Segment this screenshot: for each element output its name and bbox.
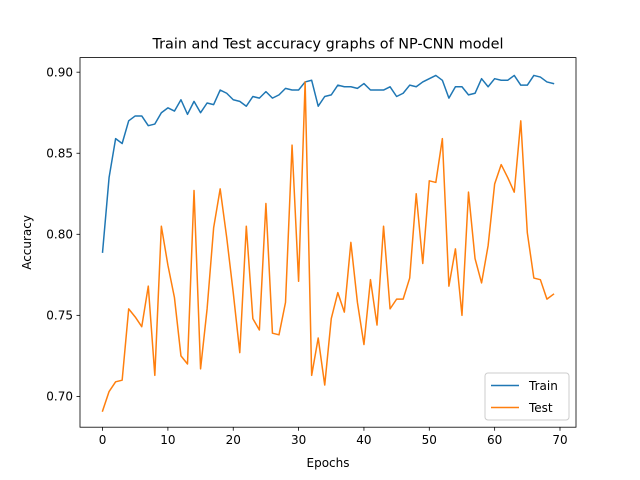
y-tick-label: 0.80 [46, 228, 73, 242]
legend-train-label: Train [528, 379, 558, 393]
y-axis-label: Accuracy [20, 215, 34, 270]
y-tick-label: 0.70 [46, 390, 73, 404]
x-tick-label: 10 [160, 433, 175, 447]
legend: Train Test [484, 372, 570, 421]
x-tick-label: 60 [487, 433, 502, 447]
series-line-train [101, 74, 555, 253]
x-tick-label: 0 [99, 433, 107, 447]
x-tick-label: 70 [552, 433, 567, 447]
x-tick-label: 40 [356, 433, 371, 447]
x-axis-ticks: 0 10 20 30 40 50 60 70 [99, 427, 568, 447]
y-tick-label: 0.90 [46, 65, 73, 79]
series-layer [101, 74, 555, 412]
legend-test-label: Test [528, 401, 553, 415]
x-tick-label: 20 [226, 433, 241, 447]
chart-title: Train and Test accuracy graphs of NP-CNN… [151, 37, 503, 53]
x-tick-label: 50 [422, 433, 437, 447]
x-axis-label: Epochs [307, 456, 350, 470]
y-tick-label: 0.85 [46, 147, 73, 161]
x-tick-label: 30 [291, 433, 306, 447]
y-axis-ticks: 0.70 0.75 0.80 0.85 0.90 [46, 65, 80, 404]
plot-area [79, 57, 577, 428]
axes-frame [79, 57, 577, 428]
y-tick-label: 0.75 [46, 309, 73, 323]
series-line-test [101, 81, 555, 412]
